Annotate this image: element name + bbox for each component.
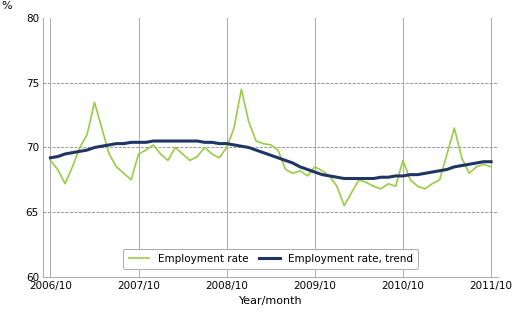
Employment rate, trend [341,177,347,180]
Employment rate [319,169,325,173]
Employment rate [341,204,347,207]
Legend: Employment rate, Employment rate, trend: Employment rate, Employment rate, trend [124,249,418,269]
Employment rate [201,146,208,149]
Employment rate, trend [319,173,325,177]
X-axis label: Year/month: Year/month [239,296,303,306]
Employment rate [290,172,296,175]
Employment rate, trend [444,168,450,171]
Employment rate [238,87,244,91]
Line: Employment rate, trend: Employment rate, trend [50,141,491,178]
Employment rate, trend [150,139,156,143]
Employment rate, trend [290,161,296,165]
Employment rate [47,158,53,162]
Employment rate [488,165,494,169]
Employment rate [444,152,450,156]
Employment rate, trend [488,160,494,163]
Employment rate, trend [157,139,163,143]
Employment rate, trend [47,156,53,160]
Employment rate, trend [135,140,142,144]
Line: Employment rate: Employment rate [50,89,491,206]
Y-axis label: %: % [2,1,12,11]
Employment rate [150,143,156,147]
Employment rate [135,152,142,156]
Employment rate, trend [209,140,215,144]
